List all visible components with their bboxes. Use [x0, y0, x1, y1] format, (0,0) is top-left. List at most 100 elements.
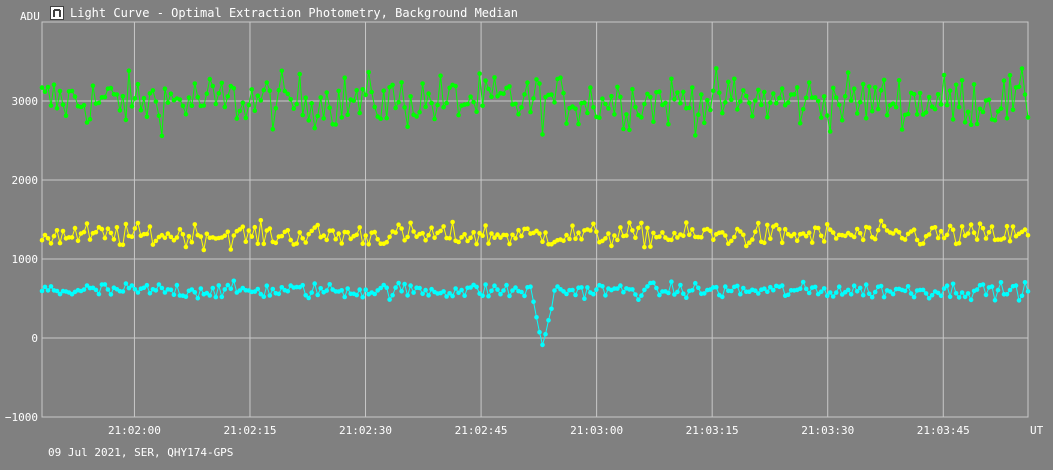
data-point [195, 295, 201, 301]
x-tick-label: 21:03:45 [917, 424, 970, 437]
data-point [779, 283, 785, 288]
data-point [839, 117, 845, 123]
data-point [926, 296, 932, 301]
data-point [818, 233, 824, 239]
data-point [893, 104, 899, 110]
data-point [513, 285, 518, 290]
data-point [842, 233, 848, 239]
data-point [917, 90, 923, 96]
data-point [726, 241, 731, 246]
data-point [315, 113, 321, 119]
data-point [210, 83, 216, 89]
data-point [779, 86, 785, 91]
data-point [57, 88, 63, 94]
data-point [108, 292, 114, 297]
data-point [498, 235, 503, 240]
data-point [983, 236, 989, 241]
data-point [390, 82, 395, 88]
data-point [360, 87, 366, 92]
data-point [971, 230, 977, 235]
data-point [815, 98, 821, 104]
data-point [384, 115, 390, 121]
data-point [471, 230, 476, 235]
data-point [414, 114, 419, 119]
data-point [234, 116, 240, 121]
data-point [603, 101, 608, 107]
data-point [39, 85, 45, 90]
data-point [833, 236, 839, 241]
chart-app-icon[interactable] [50, 6, 64, 20]
x-tick-label: 21:02:00 [108, 424, 161, 437]
data-point [492, 283, 497, 289]
data-point [309, 101, 315, 106]
data-point [342, 294, 348, 300]
data-point [411, 290, 416, 295]
data-point [225, 94, 231, 99]
data-point [591, 221, 596, 227]
data-point [660, 230, 665, 235]
data-point [848, 98, 854, 103]
data-point [696, 285, 701, 291]
data-point [980, 225, 986, 231]
data-point [875, 106, 881, 112]
data-point [258, 98, 264, 103]
data-point [483, 78, 488, 83]
data-point [594, 229, 599, 235]
data-point [980, 109, 986, 115]
data-point [890, 291, 896, 297]
data-point [429, 100, 434, 106]
data-point [162, 290, 168, 295]
data-point [81, 102, 87, 108]
data-point [168, 91, 174, 96]
data-point [279, 233, 285, 239]
data-point [84, 120, 90, 125]
data-point [141, 95, 147, 101]
data-point [956, 240, 962, 246]
data-point [303, 95, 309, 100]
data-point [264, 80, 270, 85]
data-point [222, 287, 228, 292]
data-point [75, 238, 81, 244]
x-tick-labels: 21:02:00 21:02:15 21:02:30 21:02:45 21:03:00… [108, 424, 970, 437]
data-point [213, 294, 219, 300]
data-point [869, 108, 875, 114]
data-point [300, 282, 306, 288]
data-point [111, 237, 117, 242]
data-point [174, 282, 180, 288]
data-point [105, 226, 111, 231]
data-point [1004, 291, 1010, 297]
data-point [1025, 233, 1031, 238]
data-point [159, 232, 165, 238]
data-point [681, 233, 686, 239]
data-point [492, 75, 497, 80]
data-point [426, 293, 431, 298]
data-point [54, 106, 60, 111]
data-point [815, 225, 821, 231]
data-point [609, 243, 614, 249]
data-point [519, 105, 524, 110]
data-point [651, 280, 656, 286]
data-point [45, 236, 51, 241]
data-point [531, 299, 536, 305]
data-point [777, 227, 782, 232]
data-point [495, 287, 500, 292]
data-point [519, 289, 524, 295]
data-point [651, 230, 656, 236]
data-point [696, 112, 701, 117]
data-point [774, 100, 779, 106]
data-point [537, 231, 542, 236]
data-point [854, 289, 860, 294]
data-point [450, 293, 455, 299]
data-point [318, 286, 324, 291]
data-point [875, 227, 881, 233]
data-point [573, 106, 578, 111]
data-point [105, 287, 111, 292]
data-point [468, 94, 473, 99]
data-point [540, 239, 545, 244]
data-point [860, 81, 866, 87]
data-point [339, 115, 345, 120]
data-point [69, 235, 75, 240]
data-point [765, 289, 770, 295]
data-point [896, 78, 902, 83]
data-point [896, 230, 902, 235]
